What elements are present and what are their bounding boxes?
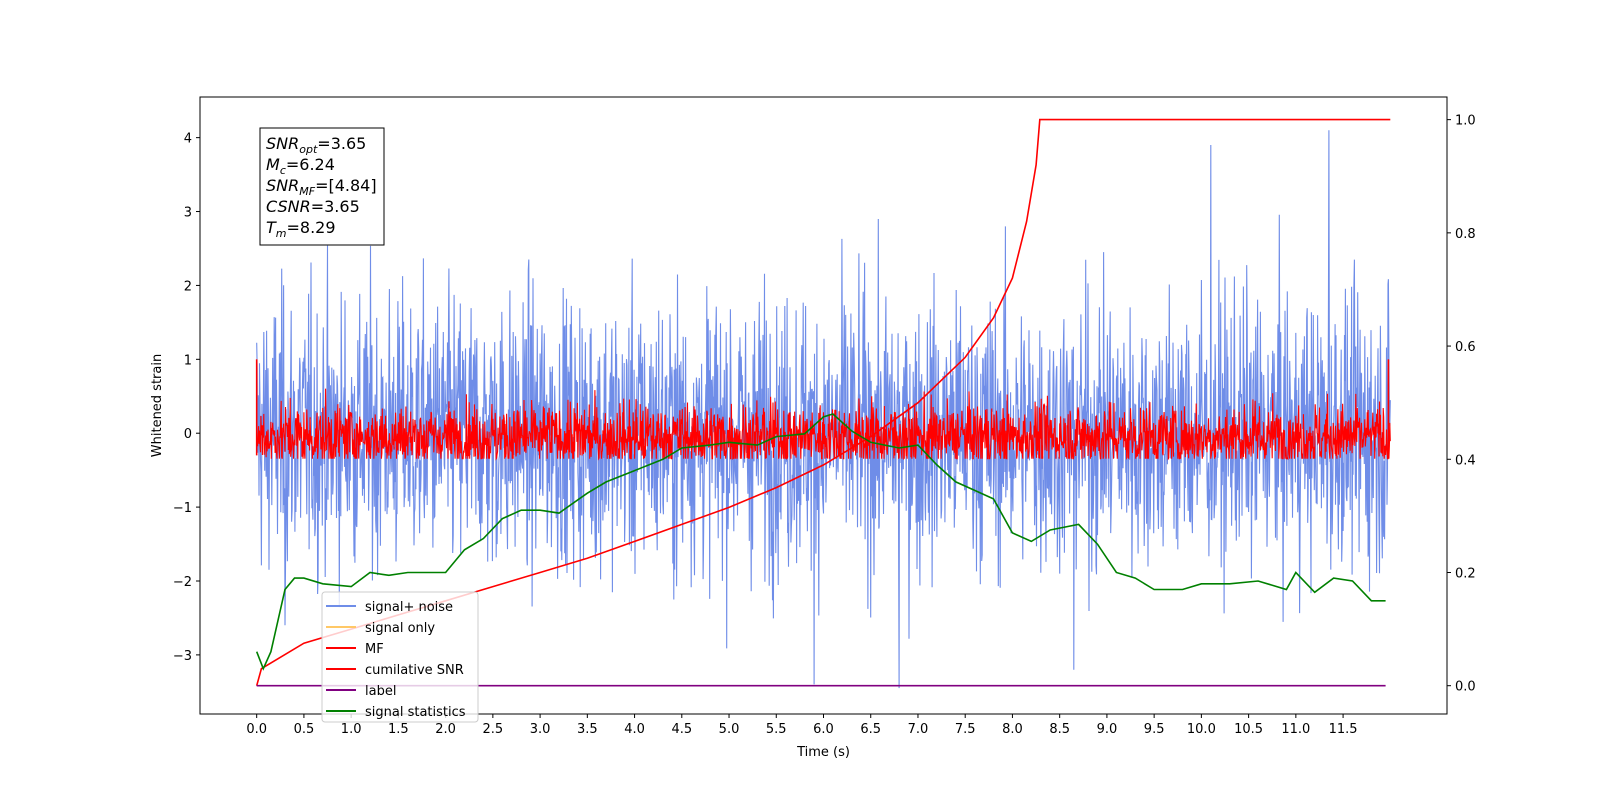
x-tick-label: 0.0 [246, 722, 267, 737]
x-tick-label: 2.0 [435, 722, 456, 737]
x-tick-label: 0.5 [294, 722, 315, 737]
x-tick-label: 11.5 [1329, 722, 1358, 737]
stats-annotation-box: SNRopt=3.65Mc=6.24SNRMF=[4.84]CSNR=3.65T… [259, 127, 385, 246]
stats-symbol: SNR [266, 176, 299, 195]
x-tick-label: 7.5 [955, 722, 976, 737]
stats-line: SNRMF=[4.84] [266, 176, 377, 198]
y2-tick-label: 0.0 [1455, 680, 1476, 695]
x-axis: 0.0 0.5 1.0 1.5 2.0 2.5 3.0 3.5 4.0 4.5 5.0 5.5 6.0 6… [246, 714, 1358, 737]
series-signal-statistics [255, 413, 1386, 671]
x-tick-label: 5.5 [766, 722, 787, 737]
stats-line: SNRopt=3.65 [266, 134, 366, 156]
legend-label: MF [365, 642, 384, 657]
x-tick-label: 10.0 [1187, 722, 1216, 737]
x-tick-label: 6.5 [860, 722, 881, 737]
stats-subscript: MF [299, 185, 315, 198]
x-tick-label: 1.0 [341, 722, 362, 737]
stats-symbol: SNR [266, 134, 299, 153]
y2-tick-label: 0.4 [1455, 453, 1476, 468]
legend: signal+ noise signal only MF cumilative SNR… [321, 591, 479, 723]
stats-symbol: CSNR [266, 197, 311, 216]
x-tick-label: 1.5 [388, 722, 409, 737]
stats-value: =8.29 [287, 218, 336, 237]
stats-box-frame [259, 127, 385, 246]
stats-value: =[4.84] [315, 176, 377, 195]
x-tick-label: 5.0 [719, 722, 740, 737]
x-tick-label: 2.5 [483, 722, 504, 737]
stats-value: =3.65 [311, 197, 360, 216]
x-tick-label: 4.5 [671, 722, 692, 737]
stats-symbol: T [266, 218, 277, 237]
x-tick-label: 11.0 [1281, 722, 1310, 737]
y2-tick-label: 0.2 [1455, 566, 1476, 581]
stats-value: =6.24 [286, 155, 335, 174]
y-tick-label: 4 [184, 132, 192, 147]
y-axis-label: Whitened strain [150, 354, 165, 457]
legend-label: signal only [365, 621, 435, 636]
y2-tick-label: 0.6 [1455, 340, 1476, 355]
series-signal-noise [256, 130, 1391, 689]
y-tick-label: −3 [173, 649, 192, 664]
x-tick-label: 9.0 [1097, 722, 1118, 737]
y-tick-label: 2 [184, 279, 192, 294]
y-tick-label: 0 [184, 427, 192, 442]
y-tick-label: −2 [173, 575, 192, 590]
y-axis-left: −3 −2 −1 0 1 2 3 4 [173, 132, 200, 664]
x-axis-label: Time (s) [796, 745, 850, 760]
y-axis-right: 0.0 0.2 0.4 0.6 0.8 1.0 [1447, 114, 1476, 695]
legend-frame [321, 591, 479, 723]
x-tick-label: 6.0 [813, 722, 834, 737]
stats-subscript: opt [299, 143, 318, 156]
legend-label: label [365, 684, 396, 699]
legend-label: signal+ noise [365, 600, 453, 615]
series-mf [256, 388, 1391, 461]
stats-line: Tm=8.29 [266, 218, 336, 240]
stats-line: Mc=6.24 [266, 155, 335, 177]
y-tick-label: 3 [184, 206, 192, 221]
legend-label: signal statistics [365, 705, 466, 720]
x-tick-label: 3.5 [577, 722, 598, 737]
x-tick-label: 8.5 [1049, 722, 1070, 737]
stats-line: CSNR=3.65 [266, 197, 360, 216]
x-tick-label: 10.5 [1234, 722, 1263, 737]
x-tick-label: 9.5 [1144, 722, 1165, 737]
x-tick-label: 4.0 [624, 722, 645, 737]
x-tick-label: 3.0 [530, 722, 551, 737]
stats-symbol: M [266, 155, 280, 174]
y-tick-label: 1 [184, 353, 192, 368]
stats-subscript: m [276, 227, 287, 240]
x-tick-label: 7.0 [908, 722, 929, 737]
x-tick-label: 8.0 [1002, 722, 1023, 737]
legend-label: cumilative SNR [365, 663, 464, 678]
y-tick-label: −1 [173, 501, 192, 516]
y2-tick-label: 1.0 [1455, 114, 1476, 129]
y2-tick-label: 0.8 [1455, 227, 1476, 242]
stats-value: =3.65 [317, 134, 366, 153]
stats-subscript: c [280, 164, 286, 177]
